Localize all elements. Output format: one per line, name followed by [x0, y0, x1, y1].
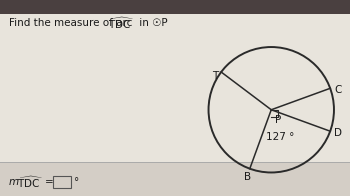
- Text: C: C: [335, 85, 342, 95]
- Bar: [0, 162, 350, 196]
- Text: °: °: [74, 177, 79, 187]
- Text: in ☉P: in ☉P: [136, 18, 168, 28]
- Text: m: m: [9, 177, 19, 187]
- Text: $\widehat{\rm TDC}$: $\widehat{\rm TDC}$: [17, 174, 43, 190]
- Text: T: T: [212, 71, 218, 81]
- Text: $\widehat{\rm TDC}$: $\widehat{\rm TDC}$: [108, 15, 134, 31]
- Bar: [0, 14, 350, 175]
- Bar: [53, 176, 71, 188]
- Text: P: P: [275, 115, 281, 125]
- Text: 127 °: 127 °: [266, 132, 294, 142]
- Text: Find the measure of arc: Find the measure of arc: [9, 18, 136, 28]
- Text: D: D: [334, 128, 342, 138]
- Text: B: B: [244, 172, 251, 182]
- Bar: [0, 0, 350, 14]
- Text: =: =: [45, 177, 54, 187]
